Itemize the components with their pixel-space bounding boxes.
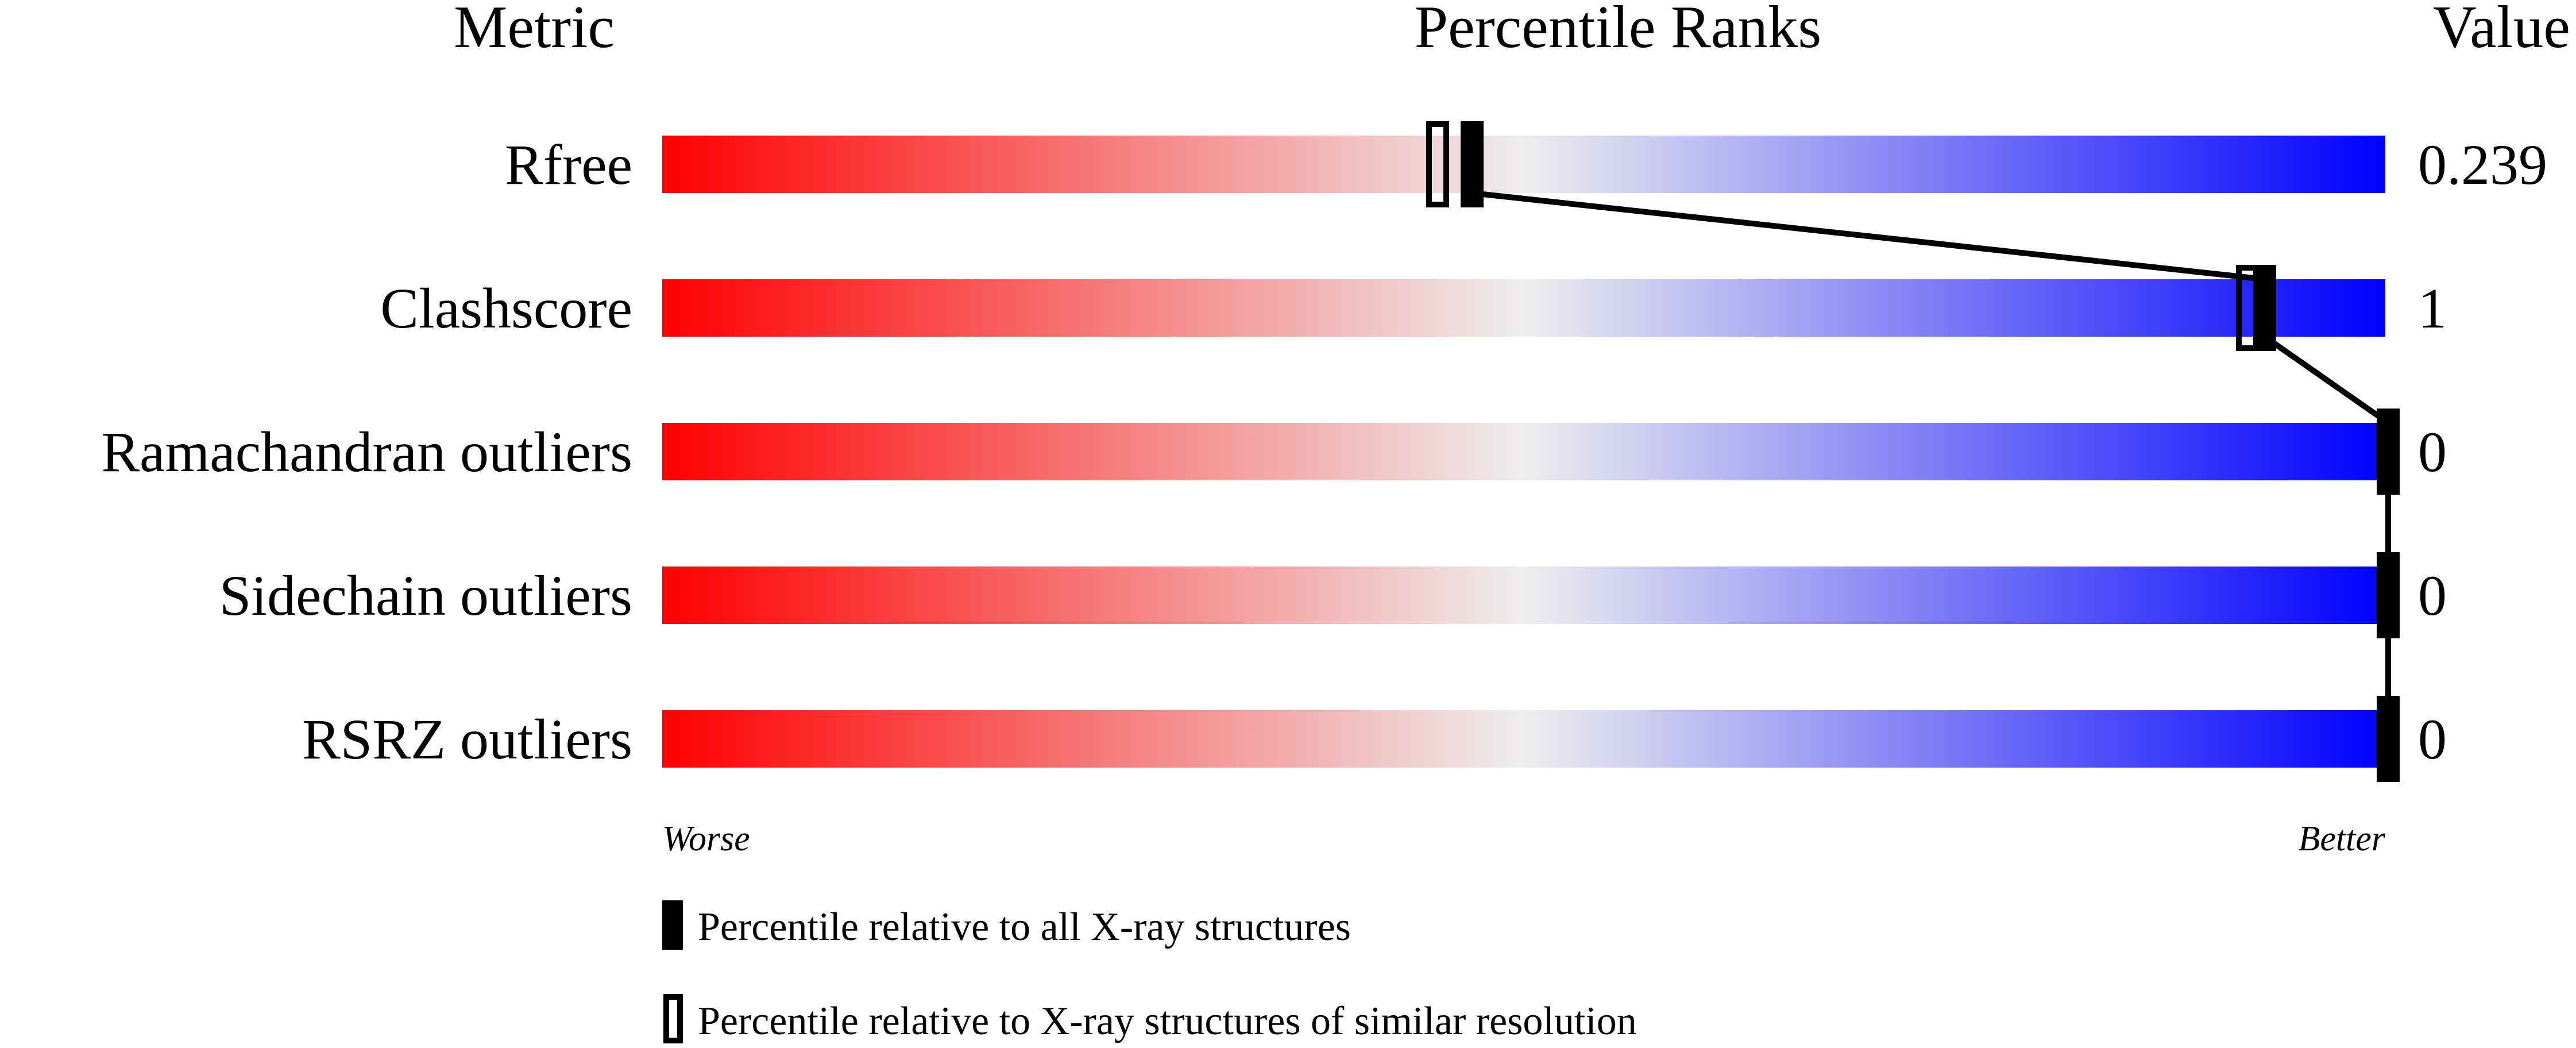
metric-label: Sidechain outliers: [219, 564, 632, 627]
all-structures-marker: [2253, 265, 2276, 351]
metric-value: 0: [2418, 707, 2447, 771]
header-metric: Metric: [454, 0, 615, 60]
percentile-bar: [662, 710, 2385, 768]
metric-value: 0: [2418, 420, 2447, 484]
metric-value: 0.239: [2418, 133, 2547, 196]
metric-label: Rfree: [505, 133, 632, 196]
header-value: Value: [2433, 0, 2570, 60]
all-structures-marker: [1461, 121, 1484, 207]
metric-value: 0: [2418, 564, 2447, 627]
percentile-bar: [662, 136, 2385, 193]
all-structures-marker: [2377, 409, 2400, 495]
percentile-bar: [662, 279, 2385, 337]
metric-value: 1: [2418, 276, 2447, 340]
percentile-link-line: [2263, 334, 2390, 426]
similar-resolution-marker: [1426, 121, 1449, 207]
legend-filled-marker-icon: [662, 900, 683, 950]
header-percentile-ranks: Percentile Ranks: [1415, 0, 1822, 60]
metric-label: Clashscore: [380, 276, 632, 340]
percentile-bar: [662, 567, 2385, 624]
legend-similar-resolution: Percentile relative to X-ray structures …: [698, 999, 1637, 1043]
percentile-bar: [662, 423, 2385, 480]
all-structures-marker: [2377, 696, 2400, 782]
worse-label: Worse: [662, 819, 750, 858]
better-label: Better: [2299, 819, 2386, 858]
percentile-link-line: [1472, 190, 2265, 282]
all-structures-marker: [2377, 552, 2400, 638]
legend-open-marker-icon: [663, 994, 683, 1043]
legend-all-structures: Percentile relative to all X-ray structu…: [698, 905, 1351, 949]
metric-label: RSRZ outliers: [302, 707, 632, 771]
metric-label: Ramachandran outliers: [101, 420, 632, 484]
